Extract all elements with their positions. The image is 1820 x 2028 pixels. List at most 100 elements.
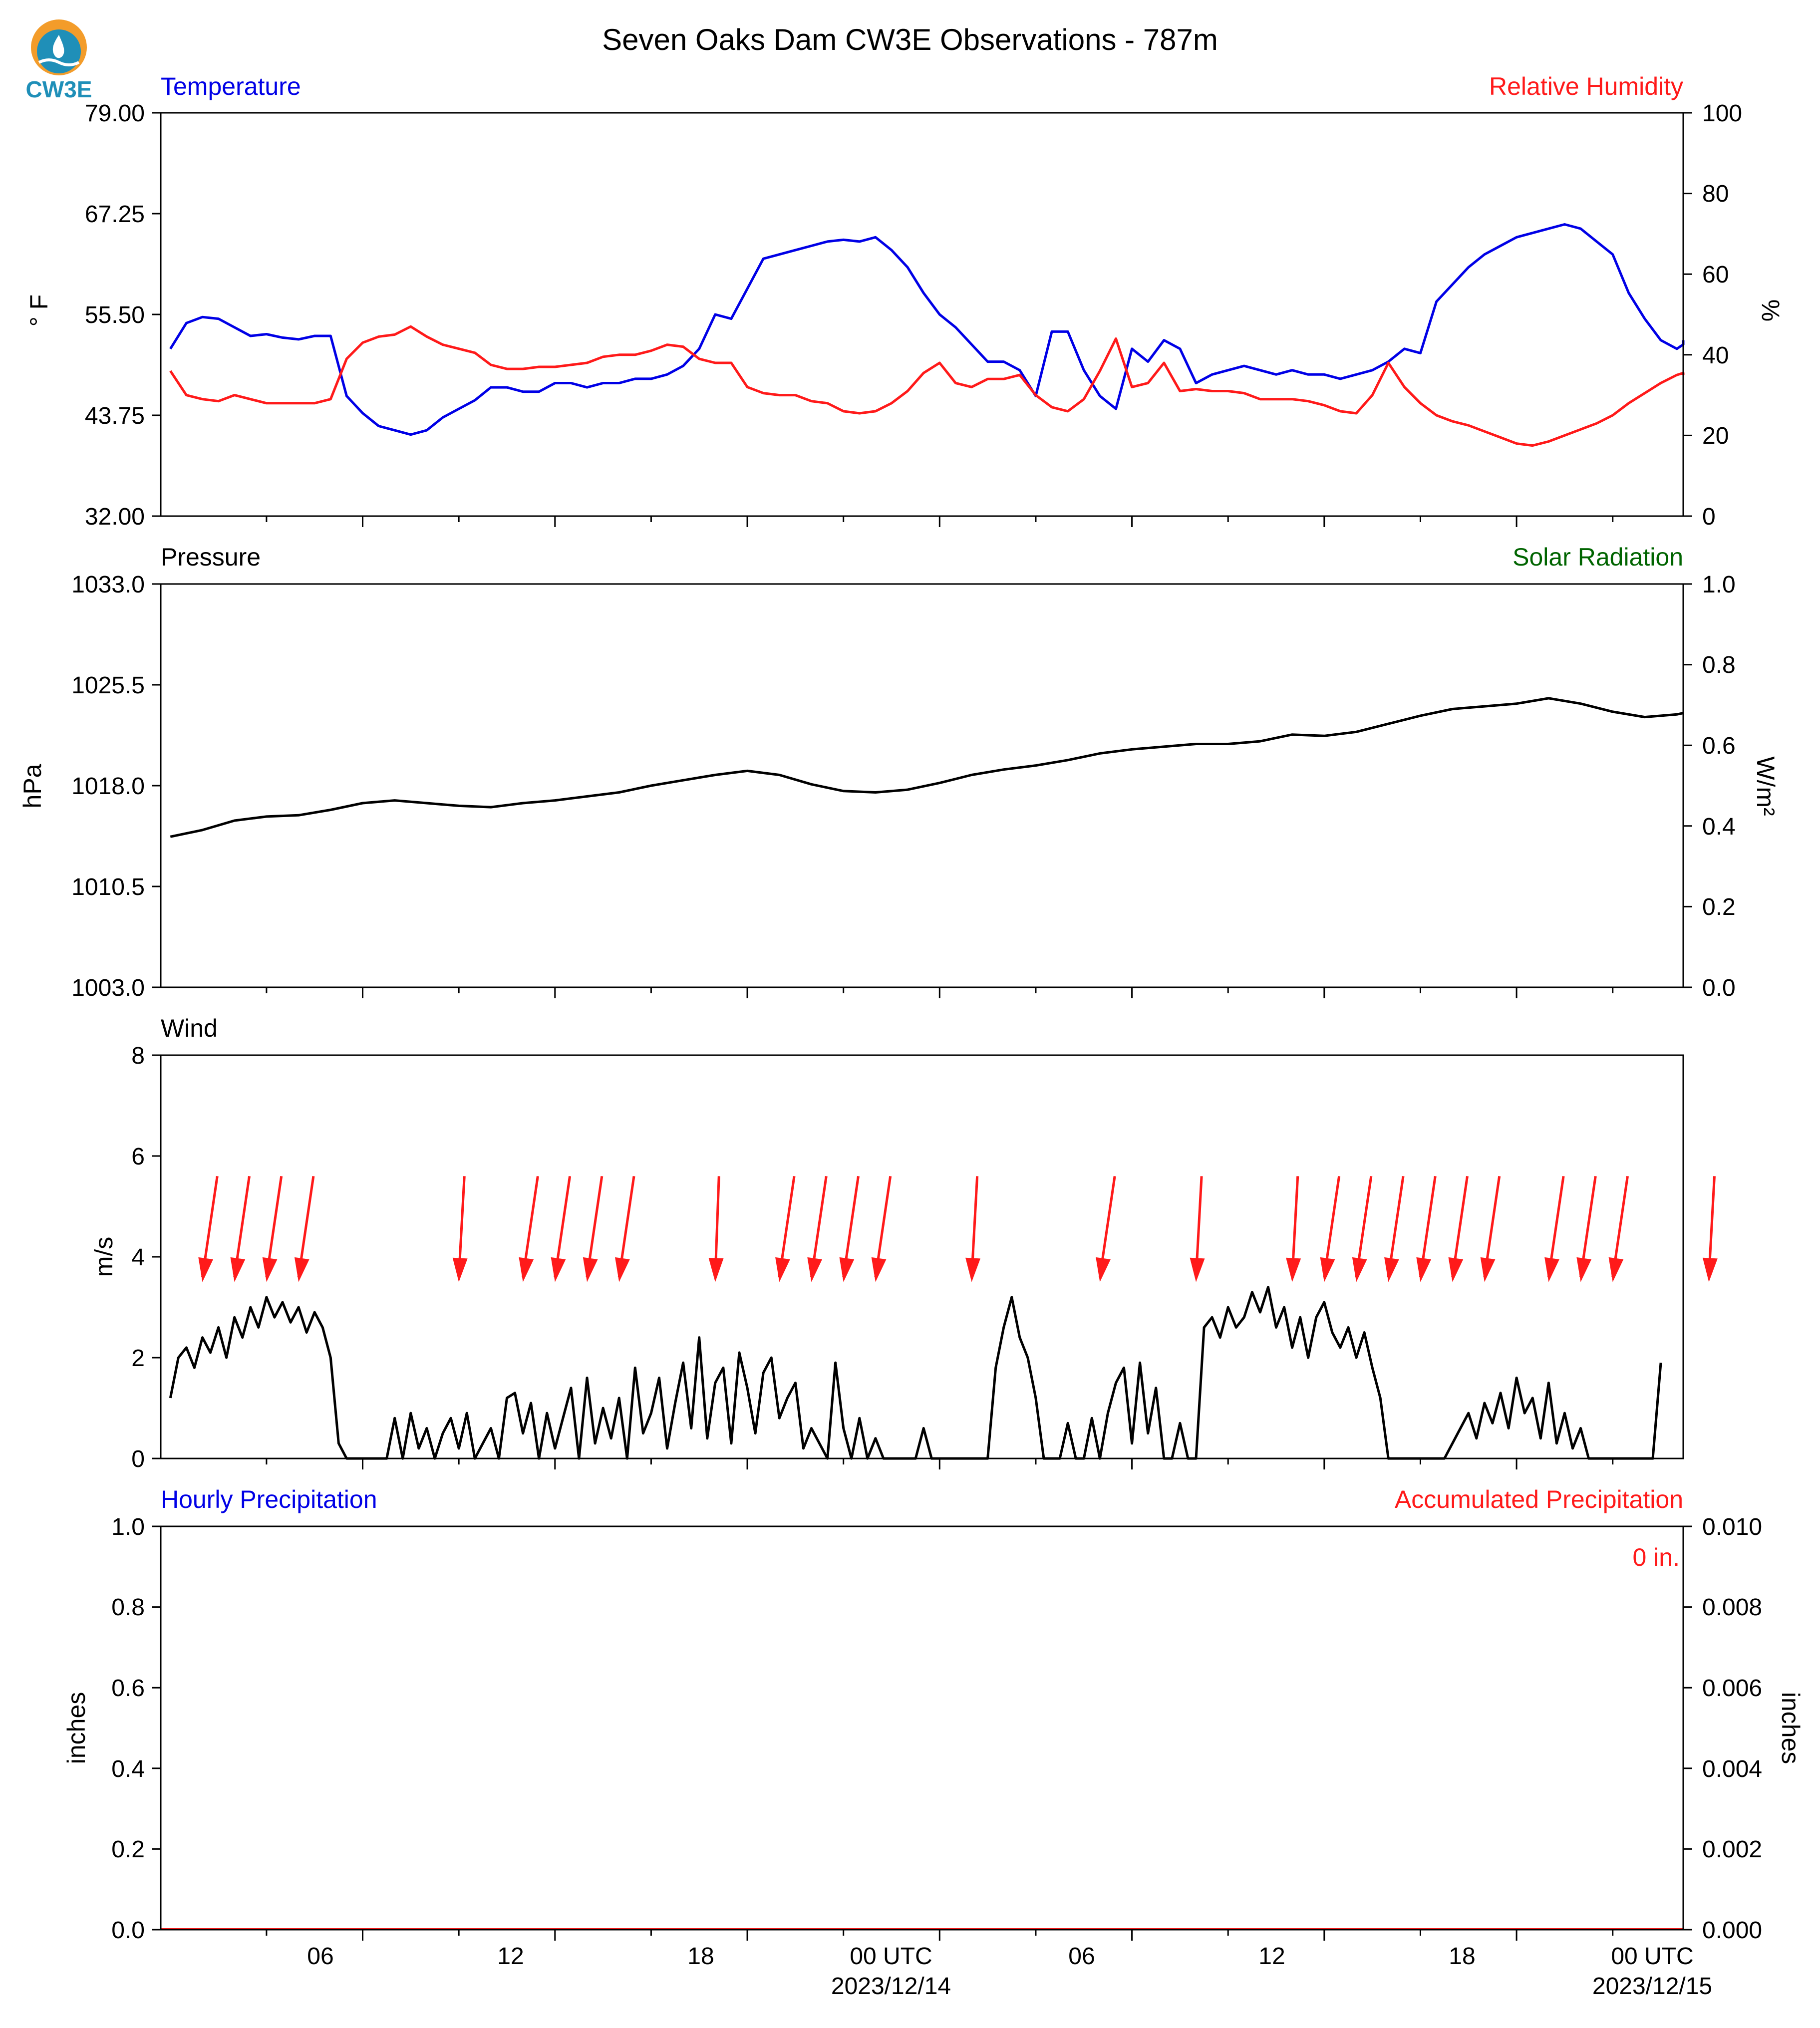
time-tick-label: 18 bbox=[1449, 1943, 1475, 1970]
pressure-tick-label: 1010.5 bbox=[71, 874, 145, 900]
wind-direction-arrow bbox=[1544, 1176, 1565, 1282]
wind-direction-arrow bbox=[230, 1176, 251, 1282]
hourly-precip-tick-label: 1.0 bbox=[111, 1514, 145, 1540]
wind-tick-marks bbox=[152, 1054, 1614, 1469]
logo-text: CW3E bbox=[26, 76, 92, 102]
solar-radiation-y-ticks: 1.0 0.8 0.6 0.4 0.2 0.0 bbox=[1702, 572, 1736, 1001]
wind-direction-arrow bbox=[519, 1176, 539, 1282]
temperature-humidity-tick-marks bbox=[152, 112, 1692, 527]
temperature-axis-label: ° F bbox=[25, 294, 53, 326]
hourly-precipitation-panel-title: Hourly Precipitation bbox=[161, 1485, 377, 1513]
pressure-tick-label: 1025.5 bbox=[71, 672, 145, 699]
hourly-precipitation-axis-label: inches bbox=[62, 1692, 90, 1764]
wind-direction-arrow bbox=[1352, 1176, 1373, 1282]
time-tick-label: 00 UTC bbox=[1611, 1943, 1693, 1970]
hourly-precip-tick-label: 0.2 bbox=[111, 1836, 145, 1863]
wind-direction-arrow bbox=[807, 1176, 828, 1282]
time-tick-label: 12 bbox=[497, 1943, 524, 1970]
humidity-tick-label: 0 bbox=[1702, 504, 1716, 530]
wind-direction-arrow bbox=[452, 1176, 468, 1282]
humidity-axis-label: % bbox=[1757, 299, 1785, 321]
wind-direction-arrows bbox=[198, 1176, 1718, 1282]
wind-direction-arrow bbox=[198, 1176, 219, 1282]
wind-direction-arrow bbox=[871, 1176, 892, 1282]
wind-direction-arrow bbox=[1576, 1176, 1597, 1282]
wind-speed-line bbox=[169, 1286, 1662, 1460]
wind-direction-arrow bbox=[1448, 1176, 1469, 1282]
temperature-humidity-series bbox=[169, 223, 1685, 447]
wind-direction-arrow bbox=[1608, 1176, 1629, 1282]
figure-title: Seven Oaks Dam CW3E Observations - 787m bbox=[602, 23, 1218, 56]
pressure-solar-panel: Pressure Solar Radiation hPa W/m² 1033.0… bbox=[18, 543, 1780, 1001]
temperature-plot-frame bbox=[160, 112, 1684, 517]
accumulated-precipitation-panel-title: Accumulated Precipitation bbox=[1395, 1485, 1683, 1513]
temperature-tick-label: 43.75 bbox=[85, 403, 145, 429]
wind-tick-label: 2 bbox=[131, 1345, 145, 1372]
wind-direction-arrow bbox=[583, 1176, 604, 1282]
temperature-tick-label: 55.50 bbox=[85, 302, 145, 328]
logo-wave-icon bbox=[38, 58, 80, 66]
wind-direction-arrow bbox=[965, 1176, 981, 1282]
humidity-panel-title: Relative Humidity bbox=[1489, 72, 1683, 100]
hourly-precip-tick-label: 0.6 bbox=[111, 1675, 145, 1702]
wind-tick-label: 8 bbox=[131, 1043, 145, 1069]
temperature-panel-title: Temperature bbox=[161, 72, 301, 100]
date-label: 2023/12/15 bbox=[1592, 1973, 1712, 2000]
wind-y-ticks: 8 6 4 2 0 bbox=[131, 1043, 145, 1472]
accum-precip-tick-label: 0.010 bbox=[1702, 1514, 1762, 1540]
solar-tick-label: 0.4 bbox=[1702, 814, 1736, 840]
wind-direction-arrow bbox=[294, 1176, 315, 1282]
humidity-tick-label: 20 bbox=[1702, 423, 1729, 449]
wind-direction-arrow bbox=[262, 1176, 283, 1282]
wind-axis-label: m/s bbox=[90, 1237, 118, 1277]
time-axis-labels: 06 12 18 00 UTC 06 12 18 00 UTC 2023/12/… bbox=[307, 1943, 1712, 2000]
accum-precip-tick-label: 0.006 bbox=[1702, 1675, 1762, 1702]
wind-tick-label: 6 bbox=[131, 1144, 145, 1170]
hourly-precip-tick-label: 0.4 bbox=[111, 1756, 145, 1782]
temperature-y-ticks: 79.00 67.25 55.50 43.75 32.00 bbox=[85, 100, 145, 530]
pressure-y-ticks: 1033.0 1025.5 1018.0 1010.5 1003.0 bbox=[71, 572, 145, 1001]
wind-direction-arrow bbox=[1702, 1176, 1718, 1282]
temperature-line bbox=[169, 223, 1685, 436]
temperature-tick-label: 32.00 bbox=[85, 504, 145, 530]
accum-precip-tick-label: 0.004 bbox=[1702, 1756, 1762, 1782]
solar-tick-label: 1.0 bbox=[1702, 572, 1736, 598]
pressure-tick-label: 1003.0 bbox=[71, 975, 145, 1001]
humidity-tick-label: 80 bbox=[1702, 181, 1729, 207]
solar-tick-label: 0.0 bbox=[1702, 975, 1736, 1001]
temperature-humidity-panel: Temperature Relative Humidity ° F % 79.0… bbox=[25, 72, 1785, 530]
wind-plot-frame bbox=[160, 1054, 1684, 1459]
wind-direction-arrow bbox=[1480, 1176, 1501, 1282]
precipitation-plot-frame bbox=[160, 1525, 1684, 1931]
pressure-tick-marks bbox=[152, 583, 1692, 998]
wind-panel-title: Wind bbox=[161, 1014, 218, 1042]
accum-precip-tick-label: 0.000 bbox=[1702, 1917, 1762, 1944]
wind-direction-arrow bbox=[1286, 1176, 1301, 1282]
cw3e-logo: CW3E bbox=[26, 19, 92, 102]
time-tick-label: 00 UTC bbox=[850, 1943, 932, 1970]
hourly-precip-tick-label: 0.8 bbox=[111, 1594, 145, 1621]
hourly-precip-tick-label: 0.0 bbox=[111, 1917, 145, 1944]
relative-humidity-line bbox=[169, 325, 1685, 447]
wind-direction-arrow bbox=[615, 1176, 635, 1282]
logo-drop-icon bbox=[52, 35, 64, 58]
pressure-line bbox=[170, 697, 1684, 838]
time-tick-label: 12 bbox=[1258, 1943, 1285, 1970]
wind-direction-arrow bbox=[708, 1176, 724, 1282]
wind-direction-arrow bbox=[1384, 1176, 1405, 1282]
pressure-tick-label: 1033.0 bbox=[71, 572, 145, 598]
solar-tick-label: 0.8 bbox=[1702, 652, 1736, 678]
solar-radiation-panel-title: Solar Radiation bbox=[1513, 543, 1683, 571]
wind-direction-arrow bbox=[1320, 1176, 1341, 1282]
temperature-tick-label: 67.25 bbox=[85, 201, 145, 228]
time-tick-label: 06 bbox=[307, 1943, 333, 1970]
wind-tick-label: 4 bbox=[131, 1244, 145, 1271]
solar-tick-label: 0.6 bbox=[1702, 733, 1736, 759]
hourly-precipitation-y-ticks: 1.0 0.8 0.6 0.4 0.2 0.0 bbox=[111, 1514, 145, 1944]
wind-direction-arrow bbox=[1416, 1176, 1437, 1282]
pressure-series bbox=[170, 697, 1684, 838]
pressure-plot-frame bbox=[160, 583, 1684, 988]
solar-radiation-axis-label: W/m² bbox=[1752, 756, 1780, 816]
